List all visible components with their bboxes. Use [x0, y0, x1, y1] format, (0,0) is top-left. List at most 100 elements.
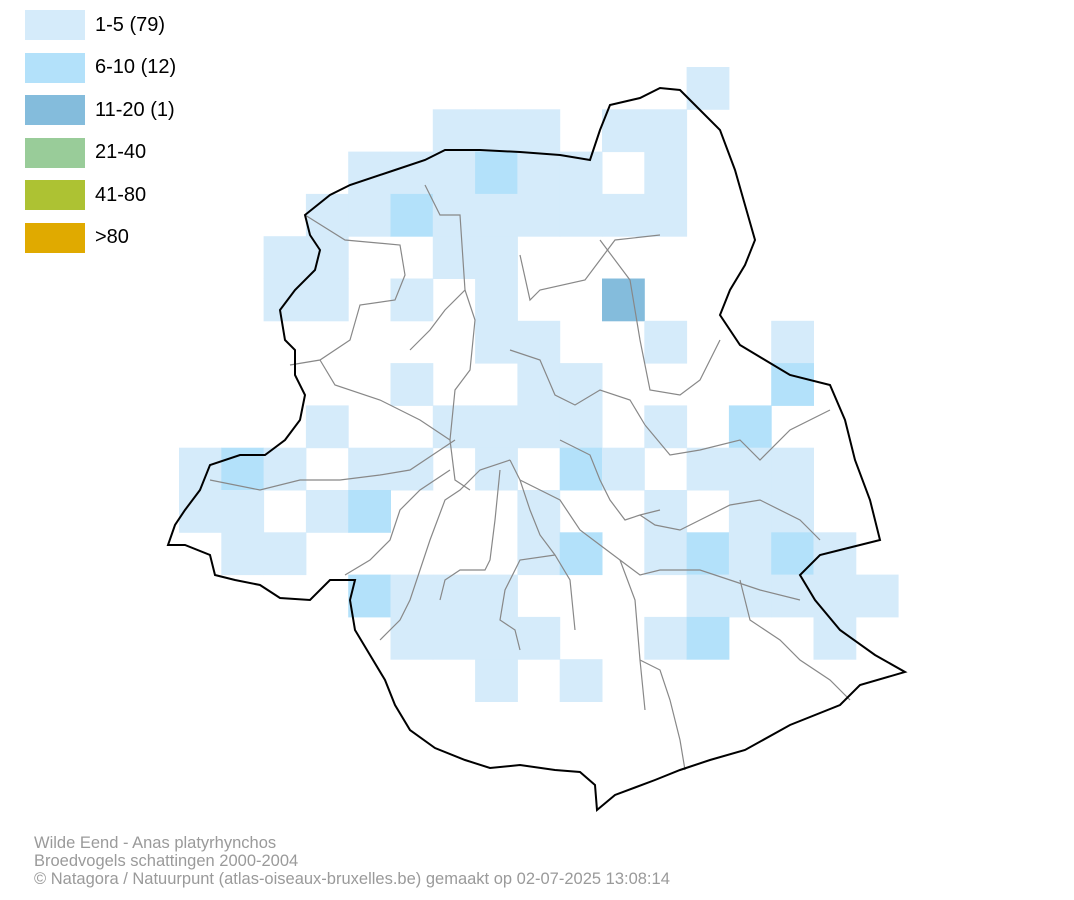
- legend-label: >80: [95, 226, 129, 249]
- grid-cell: [686, 532, 730, 576]
- grid-cell: [644, 405, 688, 449]
- grid-cell: [221, 490, 265, 533]
- commune-line: [599, 239, 721, 396]
- commune-line: [439, 469, 501, 601]
- grid-cell: [517, 193, 561, 237]
- grid-cell: [644, 151, 688, 195]
- grid-cell: [771, 320, 814, 364]
- grid-cells: [179, 67, 899, 702]
- grid-cell: [263, 236, 307, 279]
- commune-line: [639, 499, 821, 541]
- grid-cell: [686, 616, 730, 660]
- grid-cell: [432, 574, 476, 618]
- grid-cell: [263, 532, 307, 576]
- grid-cell: [559, 659, 603, 702]
- grid-cell: [305, 193, 349, 237]
- legend-label: 6-10 (12): [95, 56, 177, 79]
- grid-cell: [475, 109, 518, 153]
- grid-cell: [475, 193, 518, 237]
- grid-cell: [644, 532, 688, 576]
- grid-cell: [305, 278, 349, 322]
- grid-cell: [390, 278, 434, 322]
- commune-line: [289, 214, 406, 366]
- grid-cell: [559, 363, 603, 406]
- grid-cell: [432, 405, 476, 449]
- grid-cell: [771, 447, 814, 491]
- grid-cell: [813, 532, 857, 576]
- grid-cell: [432, 236, 476, 279]
- legend-item: 6-10 (12): [25, 47, 176, 90]
- legend-item: 1-5 (79): [25, 4, 176, 47]
- grid-cell: [813, 574, 857, 618]
- credits-line: © Natagora / Natuurpunt (atlas-oiseaux-b…: [34, 870, 670, 888]
- grid-cell: [348, 490, 391, 533]
- grid-cell: [644, 109, 688, 153]
- grid-cell: [475, 151, 518, 195]
- grid-cell: [475, 616, 518, 660]
- grid-cell: [432, 616, 476, 660]
- legend-swatch: [25, 52, 85, 83]
- grid-cell: [771, 574, 814, 618]
- legend-swatch: [25, 95, 85, 126]
- grid-cell: [432, 109, 476, 153]
- grid-cell: [305, 405, 349, 449]
- legend: 1-5 (79) 6-10 (12) 11-20 (1) 21-40 41-80…: [25, 4, 176, 259]
- legend-label: 41-80: [95, 183, 147, 206]
- legend-swatch: [25, 10, 85, 41]
- grid-cell: [644, 320, 688, 364]
- grid-cell: [517, 616, 561, 660]
- legend-swatch: [25, 222, 85, 253]
- commune-line: [509, 349, 646, 426]
- grid-cell: [728, 532, 772, 576]
- grid-cell: [517, 109, 561, 153]
- commune-line: [739, 579, 851, 701]
- legend-swatch: [25, 180, 85, 211]
- grid-cell: [602, 193, 645, 237]
- grid-cell: [348, 193, 391, 237]
- grid-cell: [517, 532, 561, 576]
- grid-cell: [644, 616, 688, 660]
- region-boundary: [166, 86, 908, 813]
- grid-cell: [179, 447, 222, 491]
- grid-cell: [644, 490, 688, 533]
- legend-label: 11-20 (1): [95, 98, 175, 121]
- grid-cell: [179, 490, 222, 533]
- grid-cell: [517, 405, 561, 449]
- grid-cell: [517, 151, 561, 195]
- commune-boundaries: [209, 184, 851, 771]
- grid-cell: [602, 109, 645, 153]
- grid-cell: [475, 278, 518, 322]
- grid-cell: [728, 490, 772, 533]
- grid-cell: [475, 405, 518, 449]
- grid-cell: [644, 193, 688, 237]
- legend-label: 1-5 (79): [95, 13, 166, 36]
- grid-cell: [771, 490, 814, 533]
- grid-cell: [475, 574, 518, 618]
- grid-cell: [559, 532, 603, 576]
- grid-cell: [559, 193, 603, 237]
- grid-cell: [602, 447, 645, 491]
- grid-cell: [348, 447, 391, 491]
- commune-line: [379, 459, 511, 641]
- legend-item: 21-40: [25, 132, 176, 175]
- survey-title: Broedvogels schattingen 2000-2004: [34, 852, 299, 870]
- legend-swatch: [25, 137, 85, 168]
- grid-cell: [728, 574, 772, 618]
- commune-line: [644, 409, 831, 461]
- grid-cell: [602, 278, 645, 322]
- commune-line: [519, 479, 646, 711]
- grid-cell: [686, 447, 730, 491]
- grid-cell: [771, 363, 814, 406]
- grid-cell: [517, 320, 561, 364]
- legend-label: 21-40: [95, 141, 147, 164]
- commune-line: [619, 559, 801, 601]
- grid-cell: [475, 236, 518, 279]
- commune-line: [449, 289, 476, 491]
- species-name: Wilde Eend - Anas platyrhynchos: [34, 834, 277, 852]
- commune-line: [319, 359, 451, 441]
- grid-cell: [390, 363, 434, 406]
- commune-line: [499, 554, 556, 651]
- commune-line: [344, 469, 451, 576]
- grid-cell: [390, 193, 434, 237]
